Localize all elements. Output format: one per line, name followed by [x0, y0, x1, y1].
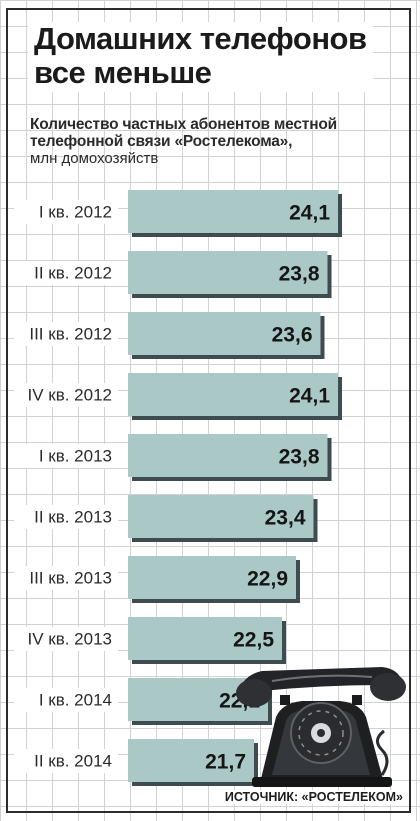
bar [128, 434, 328, 477]
bar [128, 190, 338, 233]
tick-label: IV кв. 2013 [27, 630, 112, 649]
tick-label: III кв. 2012 [29, 325, 112, 344]
data-label: 23,8 [279, 446, 320, 469]
tick-label: I кв. 2013 [39, 447, 112, 466]
tick-label: II кв. 2014 [34, 752, 112, 771]
data-label: 22,5 [233, 629, 274, 652]
data-label: 24,1 [289, 202, 330, 225]
data-label: 23,4 [265, 507, 306, 530]
tick-label: I кв. 2012 [39, 203, 112, 222]
bar [128, 739, 254, 782]
tick-label-background [14, 200, 118, 224]
bar [128, 312, 321, 355]
data-label: 22,9 [247, 568, 288, 591]
tick-label-background [14, 444, 118, 468]
tick-label: III кв. 2013 [29, 569, 112, 588]
chart-subtitle: Количество частных абонентов местной тел… [30, 116, 337, 150]
tick-label: II кв. 2012 [34, 264, 112, 283]
data-label: 23,6 [272, 324, 313, 347]
tick-label: IV кв. 2012 [27, 386, 112, 405]
data-label: 21,7 [205, 751, 246, 774]
tick-label-background [14, 566, 118, 590]
chart-title: Домашних телефонов все меньше [28, 22, 373, 92]
bar [128, 617, 282, 660]
data-label: 23,8 [279, 263, 320, 286]
chart-title-line-2: все меньше [34, 55, 212, 90]
source-note: ИСТОЧНИК: «РОСТЕЛЕКОМ» [221, 790, 406, 804]
tick-label-background [14, 505, 118, 529]
bar [128, 556, 296, 599]
bar [128, 251, 328, 294]
tick-label: I кв. 2014 [39, 691, 112, 710]
tick-label-background [14, 688, 118, 712]
chart-title-line-1: Домашних телефонов [34, 21, 367, 56]
tick-label: II кв. 2013 [34, 508, 112, 527]
rotary-phone-icon [236, 667, 406, 787]
bar [128, 495, 314, 538]
tick-label-background [14, 322, 118, 346]
tick-label-background [14, 749, 118, 773]
tick-label-background [14, 261, 118, 285]
tick-label-background [14, 627, 118, 651]
chart-unit: млн домохозяйств [30, 150, 159, 167]
data-label: 24,1 [289, 385, 330, 408]
tick-label-background [14, 383, 118, 407]
bar [128, 373, 338, 416]
